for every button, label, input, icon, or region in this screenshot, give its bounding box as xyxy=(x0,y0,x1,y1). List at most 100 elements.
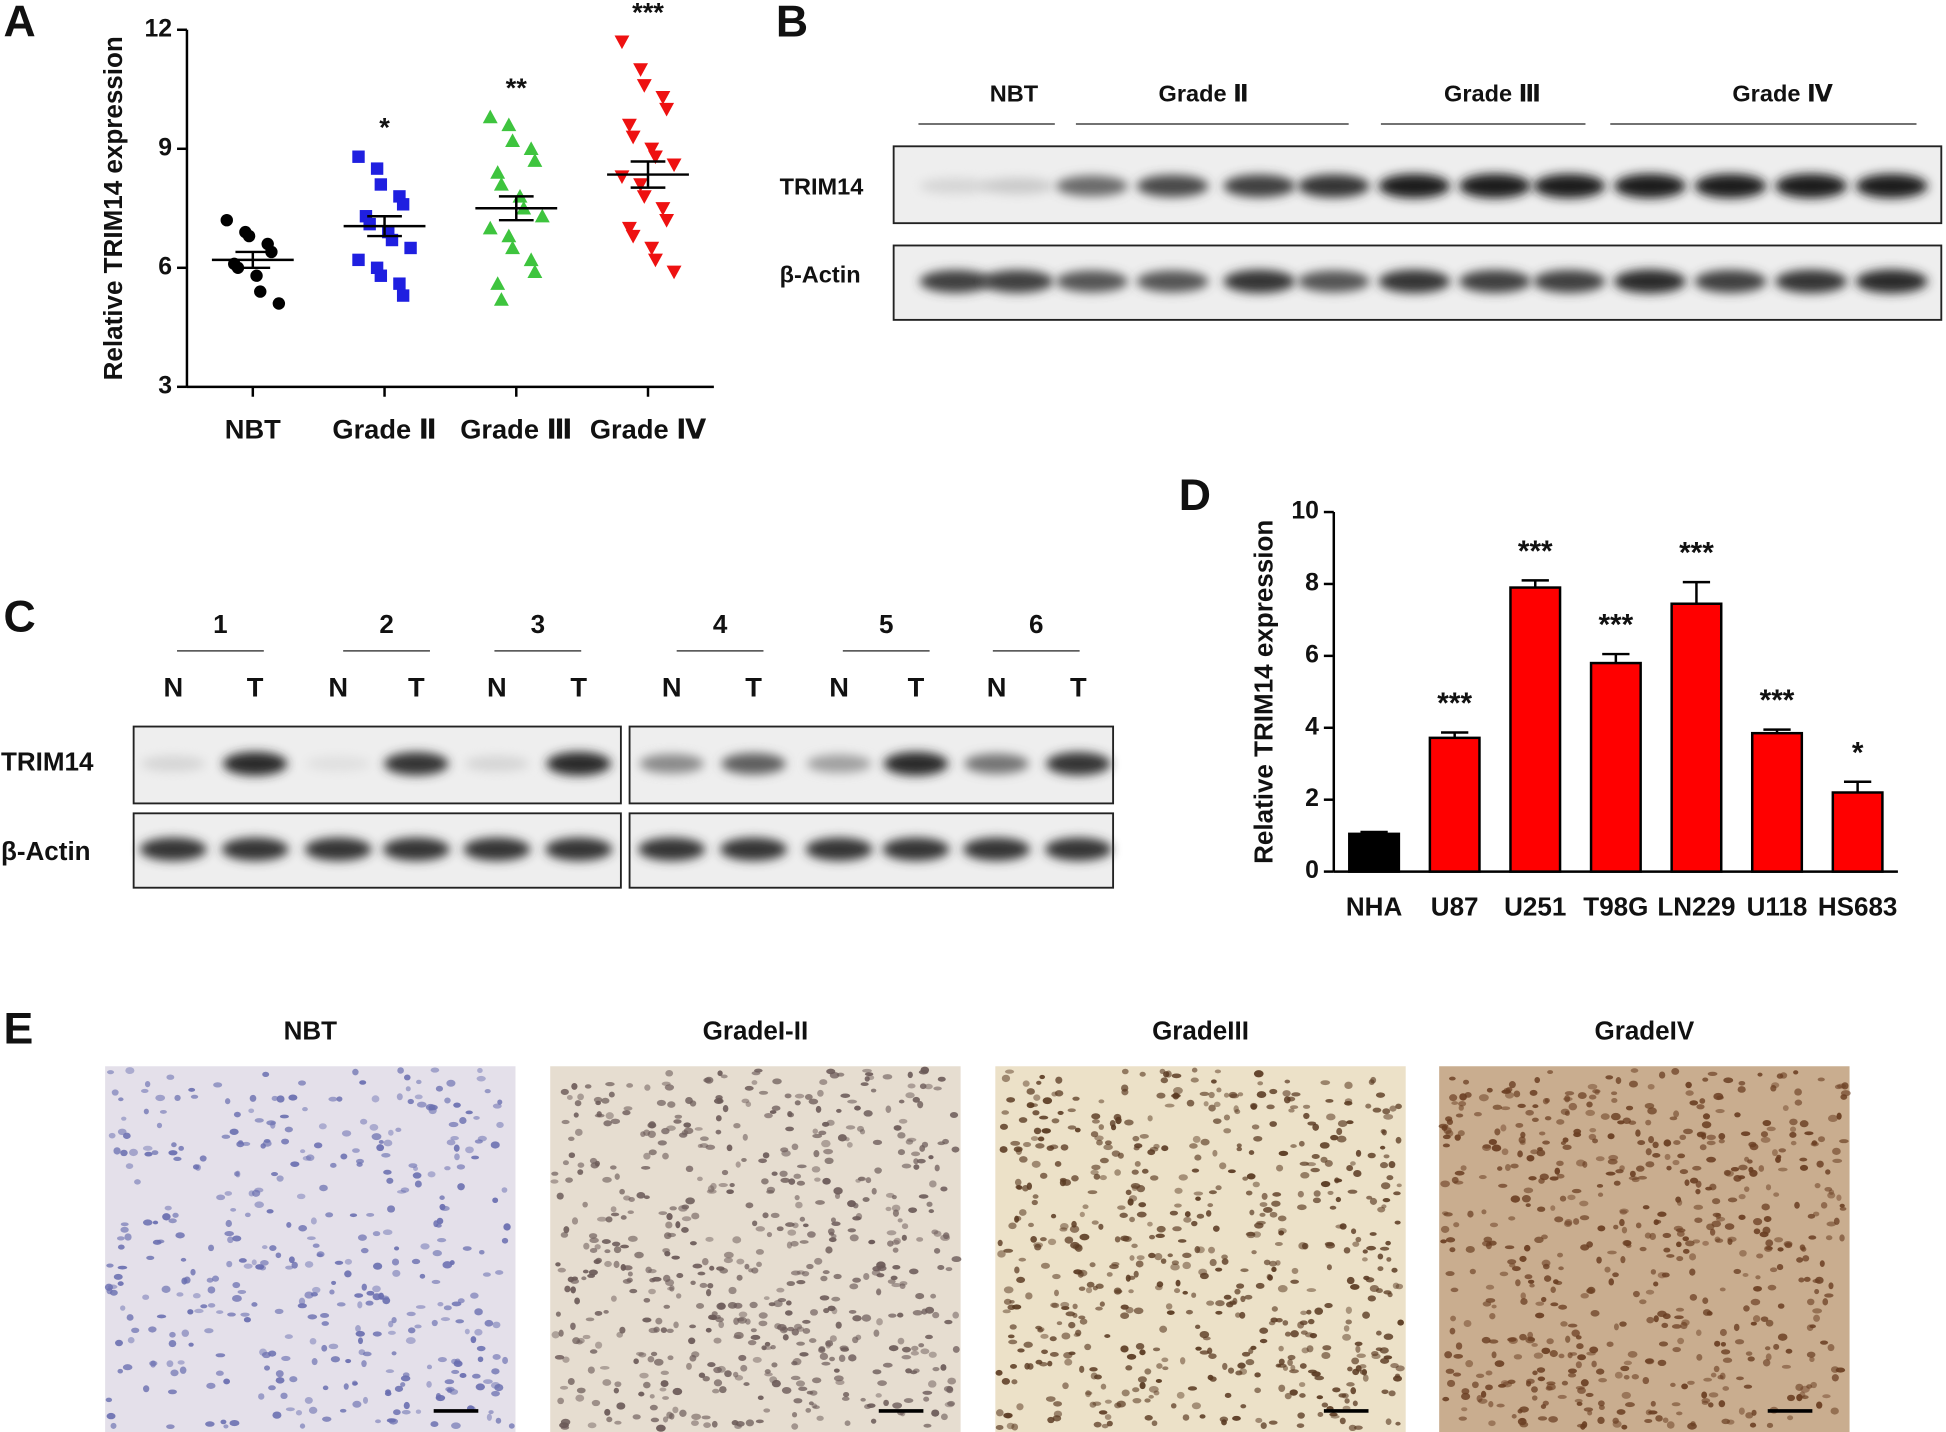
cell-nucleus xyxy=(801,1270,810,1277)
cell-nucleus xyxy=(613,1387,620,1394)
y-tick-label: 3 xyxy=(158,372,172,399)
cell-nucleus xyxy=(1639,1246,1647,1252)
cell-nucleus xyxy=(662,1416,669,1423)
cell-nucleus xyxy=(1723,1077,1734,1084)
cell-nucleus xyxy=(1702,1113,1711,1120)
cell-nucleus xyxy=(226,1260,233,1268)
cell-nucleus xyxy=(1738,1080,1746,1086)
cell-nucleus xyxy=(270,1171,279,1177)
cell-nucleus xyxy=(275,1252,282,1259)
cell-nucleus xyxy=(1622,1117,1632,1124)
cell-nucleus xyxy=(476,1345,486,1352)
cell-nucleus xyxy=(847,1228,856,1233)
cell-nucleus xyxy=(1171,1073,1182,1079)
cell-nucleus xyxy=(1684,1179,1690,1186)
cell-nucleus xyxy=(1455,1113,1464,1118)
cell-nucleus xyxy=(1067,1125,1077,1130)
blot-band xyxy=(919,178,992,194)
cell-nucleus xyxy=(1760,1136,1771,1143)
cell-nucleus xyxy=(1171,1093,1181,1098)
cell-nucleus xyxy=(1610,1112,1621,1121)
blot-band xyxy=(1613,269,1686,294)
cell-nucleus xyxy=(934,1164,940,1172)
cell-nucleus xyxy=(1718,1400,1726,1408)
cell-nucleus xyxy=(1534,1236,1544,1244)
cell-nucleus xyxy=(922,1390,933,1395)
cell-nucleus xyxy=(610,1165,617,1170)
cell-nucleus xyxy=(1177,1239,1187,1243)
cell-nucleus xyxy=(439,1195,445,1200)
cell-nucleus xyxy=(1672,1159,1680,1166)
cell-nucleus xyxy=(159,1109,167,1114)
cell-nucleus xyxy=(1743,1384,1753,1389)
cell-nucleus xyxy=(1012,1304,1022,1310)
cell-nucleus xyxy=(1182,1290,1188,1295)
cell-nucleus xyxy=(1653,1315,1659,1323)
cell-nucleus xyxy=(1052,1273,1061,1280)
cell-nucleus xyxy=(1346,1382,1355,1387)
cell-nucleus xyxy=(1106,1420,1113,1427)
cell-nucleus xyxy=(674,1114,683,1119)
cell-nucleus xyxy=(1111,1262,1120,1267)
cell-nucleus xyxy=(1257,1081,1264,1086)
cell-nucleus xyxy=(1575,1361,1582,1369)
cell-nucleus xyxy=(794,1093,805,1099)
significance: *** xyxy=(1437,687,1472,720)
cell-nucleus xyxy=(717,1070,723,1077)
cell-nucleus xyxy=(1547,1070,1554,1075)
cell-nucleus xyxy=(776,1324,787,1331)
cell-nucleus xyxy=(821,1139,831,1148)
cell-nucleus xyxy=(318,1123,327,1130)
cell-nucleus xyxy=(1259,1212,1266,1217)
data-point xyxy=(272,297,286,310)
cell-nucleus xyxy=(1839,1234,1845,1242)
cell-nucleus xyxy=(352,1400,362,1408)
bar xyxy=(1750,731,1804,873)
cell-nucleus xyxy=(1139,1071,1146,1077)
cell-nucleus xyxy=(1710,1372,1717,1378)
cell-nucleus xyxy=(1761,1203,1770,1211)
cell-nucleus xyxy=(864,1076,870,1082)
cell-nucleus xyxy=(299,1423,306,1429)
cell-nucleus xyxy=(1165,1070,1172,1078)
cell-nucleus xyxy=(309,1338,317,1345)
cell-nucleus xyxy=(825,1246,833,1254)
cell-nucleus xyxy=(328,1096,338,1102)
cell-nucleus xyxy=(626,1083,634,1088)
cell-nucleus xyxy=(1132,1397,1142,1404)
cell-nucleus xyxy=(672,1387,683,1396)
cell-nucleus xyxy=(1355,1345,1361,1353)
cell-nucleus xyxy=(1653,1219,1659,1226)
cell-nucleus xyxy=(595,1341,603,1349)
cell-nucleus xyxy=(1558,1266,1564,1271)
data-point xyxy=(352,253,365,267)
cell-nucleus xyxy=(940,1364,947,1371)
cell-nucleus xyxy=(1804,1131,1814,1136)
cell-nucleus xyxy=(233,1111,241,1118)
cell-nucleus xyxy=(1454,1134,1461,1141)
cell-nucleus xyxy=(179,1366,187,1374)
cell-nucleus xyxy=(1531,1117,1539,1122)
cell-nucleus xyxy=(1113,1113,1122,1121)
cell-nucleus xyxy=(792,1222,799,1229)
cell-nucleus xyxy=(229,1128,239,1135)
cell-nucleus xyxy=(940,1413,948,1421)
cell-nucleus xyxy=(1350,1161,1356,1166)
cell-nucleus xyxy=(1645,1289,1655,1295)
cell-nucleus xyxy=(396,1189,407,1194)
cell-nucleus xyxy=(394,1385,404,1392)
cell-nucleus xyxy=(650,1417,660,1423)
cell-nucleus xyxy=(897,1337,905,1345)
cell-nucleus xyxy=(681,1216,692,1222)
cell-nucleus xyxy=(1777,1333,1788,1341)
blot-band xyxy=(139,837,207,861)
cell-nucleus xyxy=(1246,1173,1256,1180)
cell-nucleus xyxy=(1151,1420,1158,1427)
cell-nucleus xyxy=(1642,1376,1650,1385)
cell-nucleus xyxy=(885,1105,892,1113)
cell-nucleus xyxy=(551,1331,560,1339)
significance: *** xyxy=(1760,684,1795,717)
cell-nucleus xyxy=(169,1331,176,1338)
cell-nucleus xyxy=(683,1122,692,1128)
cell-nucleus xyxy=(705,1144,716,1150)
